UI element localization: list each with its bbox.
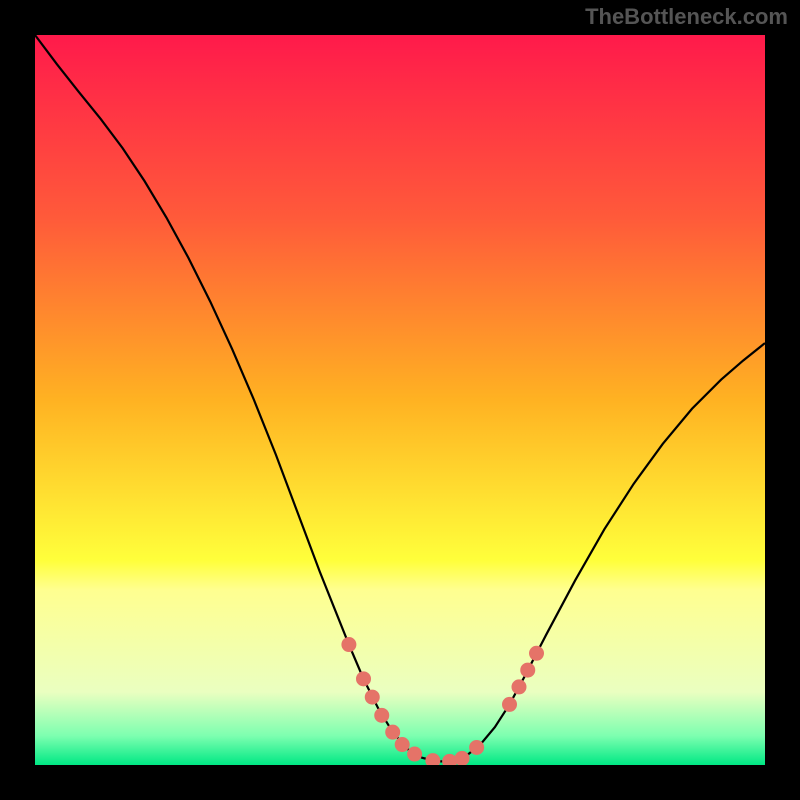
watermark-text: TheBottleneck.com [585, 4, 788, 30]
chart-container: TheBottleneck.com [0, 0, 800, 800]
black-frame [0, 0, 800, 800]
